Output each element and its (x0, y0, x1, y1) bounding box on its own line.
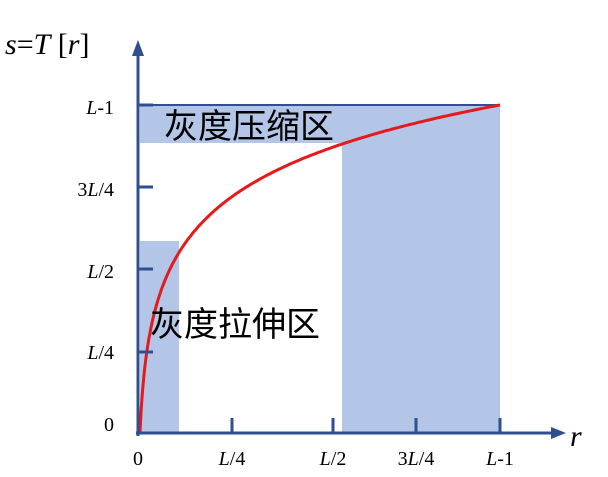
y-tick-label: 3L/4 (77, 179, 114, 201)
y-title-t: T (34, 28, 53, 61)
y-tick-label: L-1 (85, 97, 114, 119)
stretch-label: 灰度拉伸区 (150, 305, 320, 345)
y-title-eq: = (17, 28, 34, 61)
compression-label: 灰度压缩区 (164, 107, 334, 147)
compression-input-region (342, 143, 500, 433)
y-axis-ticks: 0 L/4 L/2 3L/4 L-1 (77, 97, 153, 436)
y-axis-arrow (132, 40, 144, 56)
y-title-rb: ] (79, 28, 89, 61)
x-tick-label: L-1 (485, 448, 514, 470)
log-transform-curve (138, 103, 501, 434)
y-axis-title: s=T [r] (5, 28, 89, 61)
x-tick-label: 3L/4 (398, 448, 435, 470)
compression-band (140, 105, 500, 143)
y-tick-label: L/2 (86, 261, 114, 283)
x-axis-title: r (570, 420, 582, 453)
x-axis-arrow (551, 427, 566, 439)
x-axis-ticks: 0 L/4 L/2 3L/4 L-1 (133, 418, 514, 470)
x-tick-label: 0 (133, 448, 143, 470)
x-tick-label: L/2 (319, 448, 347, 470)
y-tick-label: L/4 (86, 342, 114, 364)
stretch-region (140, 241, 179, 433)
x-tick-label: L/4 (218, 448, 246, 470)
y-title-lb: [ (50, 28, 68, 61)
y-title-s: s (5, 28, 17, 61)
y-tick-label: 0 (104, 414, 114, 436)
y-title-r: r (68, 28, 80, 61)
